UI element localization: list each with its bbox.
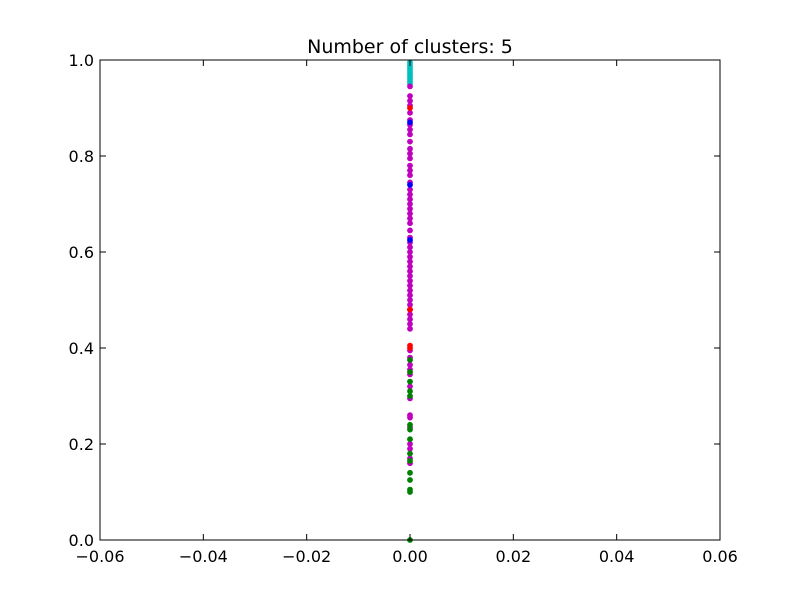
scatter-point	[407, 316, 413, 323]
y-tick-label: 0.8	[69, 147, 94, 166]
y-tick-label: 0.4	[69, 339, 94, 358]
scatter-point	[407, 369, 413, 375]
scatter-point	[407, 445, 413, 452]
scatter-point	[407, 325, 413, 332]
y-tick-label: 0.0	[69, 531, 94, 550]
scatter-point	[407, 277, 413, 284]
y-tick-label: 0.6	[69, 243, 94, 262]
scatter-point	[407, 393, 413, 399]
scatter-point	[407, 109, 413, 116]
x-tick-label: 0.06	[702, 547, 738, 566]
y-tick-label: 0.2	[69, 435, 94, 454]
scatter-point	[407, 357, 413, 363]
data-points	[407, 59, 413, 543]
scatter-point	[407, 388, 413, 395]
scatter-point	[407, 97, 413, 104]
y-tick-labels: 0.0 0.2 0.4 0.6 0.8 1.0	[69, 51, 94, 550]
scatter-point	[407, 138, 413, 145]
scatter-point	[407, 172, 413, 179]
scatter-point	[407, 292, 413, 299]
x-tick-label: 0.04	[599, 547, 635, 566]
scatter-point	[407, 436, 413, 443]
scatter-point	[407, 162, 413, 169]
x-tick-label: −0.02	[282, 547, 331, 566]
scatter-point	[407, 205, 413, 212]
scatter-point	[407, 93, 413, 99]
scatter-point	[407, 237, 413, 243]
scatter-point	[407, 83, 413, 90]
scatter-point	[407, 253, 413, 260]
scatter-point	[407, 201, 413, 207]
scatter-point	[407, 268, 413, 275]
plot-frame	[99, 59, 721, 541]
scatter-point	[407, 186, 413, 193]
scatter-point	[407, 181, 413, 188]
x-tick-labels: −0.06 −0.04 −0.02 0.00 0.02 0.04 0.06	[75, 547, 737, 566]
scatter-point	[407, 345, 413, 351]
scatter-point	[407, 215, 413, 222]
scatter-point	[407, 321, 413, 327]
scatter-point	[407, 306, 413, 313]
scatter-point	[407, 282, 413, 289]
scatter-point	[407, 361, 413, 368]
x-tick-label: −0.06	[75, 547, 124, 566]
scatter-point	[407, 191, 413, 198]
scatter-point	[407, 145, 413, 152]
scatter-point	[407, 210, 413, 217]
chart-title: Number of clusters: 5	[307, 36, 513, 58]
scatter-point	[407, 450, 413, 457]
x-tick-label: 0.02	[496, 547, 532, 566]
scatter-point	[407, 263, 413, 270]
x-tick-label: −0.04	[179, 547, 228, 566]
x-tick-label: 0.00	[392, 547, 428, 566]
scatter-point	[407, 378, 413, 385]
scatter-point	[407, 220, 413, 227]
scatter-point	[407, 311, 413, 318]
scatter-point	[407, 297, 413, 303]
scatter-point	[407, 441, 413, 447]
scatter-point	[407, 167, 413, 174]
scatter-point	[407, 273, 413, 279]
scatter-point	[407, 249, 413, 255]
scatter-point	[407, 287, 413, 294]
scatter-point	[407, 421, 413, 428]
y-tick-label: 1.0	[69, 51, 94, 70]
scatter-point	[407, 489, 413, 495]
scatter-point	[407, 196, 413, 203]
scatter-point	[407, 383, 413, 390]
scatter-point	[407, 469, 413, 476]
scatter-point	[407, 227, 413, 234]
scatter-point	[407, 477, 413, 483]
scatter-point	[407, 131, 413, 138]
scatter-point	[407, 457, 413, 464]
scatter-point	[407, 258, 413, 265]
scatter-point	[407, 155, 413, 162]
scatter-point	[407, 426, 413, 433]
scatter-point	[407, 105, 413, 111]
scatter-point	[407, 119, 413, 126]
scatter-point	[407, 414, 413, 421]
scatter-point	[407, 301, 413, 308]
scatter-point	[407, 126, 413, 133]
scatter-point	[407, 150, 413, 157]
scatter-point	[407, 244, 413, 251]
